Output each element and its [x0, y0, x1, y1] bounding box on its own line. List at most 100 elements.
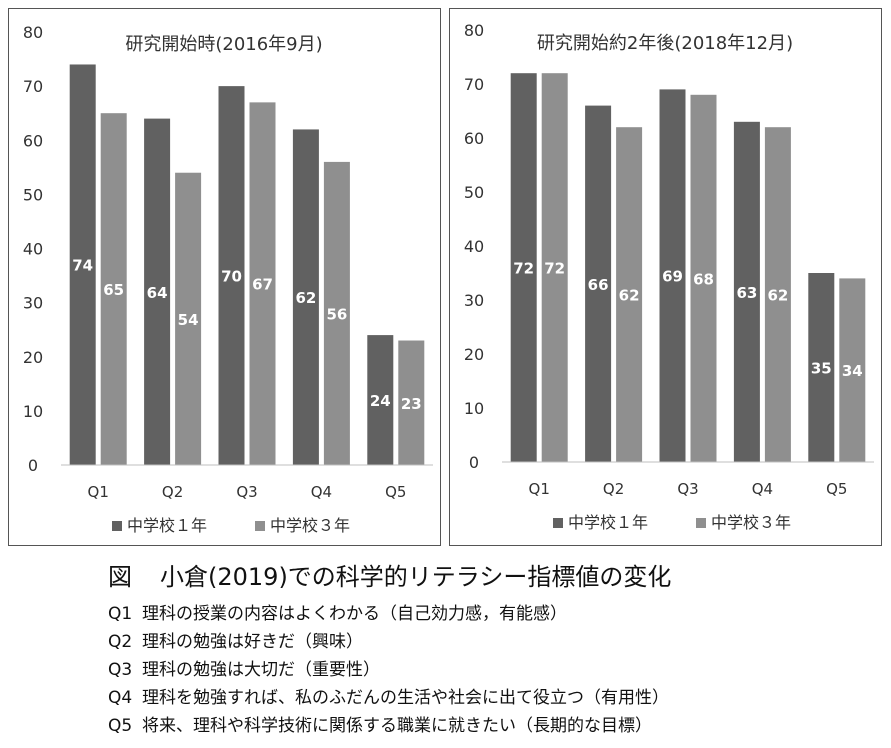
x-tick-label: Q2: [603, 480, 624, 498]
data-label: 66: [588, 276, 609, 294]
data-label: 68: [693, 270, 714, 288]
chart-title: 研究開始時(2016年9月): [125, 34, 322, 55]
bar: [733, 121, 760, 463]
y-tick-label: 40: [23, 240, 43, 259]
data-label: 63: [736, 284, 757, 302]
bar: [808, 273, 835, 462]
chart-panel-2016: 0 10 20 30 40 50 60 70 80 研究開始時(2016年9月) 74 65 Q1 64 5…: [8, 8, 441, 546]
bar: [764, 127, 791, 462]
data-label: 62: [619, 287, 640, 305]
question-id: Q2: [108, 632, 133, 652]
bar: [839, 278, 866, 462]
data-label: 56: [326, 305, 347, 323]
x-tick-label: Q3: [677, 480, 698, 498]
x-tick-label: Q5: [826, 480, 847, 498]
y-tick-label: 60: [464, 129, 484, 148]
bar: [100, 113, 127, 465]
data-label: 69: [662, 268, 683, 286]
bar: [175, 172, 202, 465]
bar: [323, 161, 350, 465]
question-item: Q5 将来、理科や科学技術に関係する職業に就きたい（長期的な目標）: [108, 712, 878, 740]
chart-panel-2018: 0 10 20 30 40 50 60 70 80 研究開始約2年後(2018年12月) 72 72 Q…: [449, 8, 882, 546]
y-tick-label: 80: [464, 21, 484, 40]
bar: [398, 340, 425, 465]
x-tick-label: Q1: [529, 480, 550, 498]
bar-chart-2016: 0 10 20 30 40 50 60 70 80 研究開始時(2016年9月) 74 65 Q1 64 5…: [23, 23, 433, 535]
y-tick-label: 70: [23, 77, 43, 96]
data-label: 67: [252, 276, 273, 294]
bar: [541, 73, 568, 462]
x-tick-label: Q1: [88, 483, 109, 501]
data-label: 23: [401, 395, 422, 413]
y-tick-label: 50: [464, 183, 484, 202]
y-tick-label: 10: [464, 399, 484, 418]
x-tick-label: Q5: [385, 483, 406, 501]
bar: [690, 94, 717, 463]
question-text: 理科の授業の内容はよくわかる（自己効力感，有能感）: [142, 604, 567, 624]
data-label: 74: [72, 257, 93, 275]
legend-label: 中学校１年: [568, 513, 648, 532]
question-item: Q4 理科を勉強すれば、私のふだんの生活や社会に出て役立つ（有用性）: [108, 684, 878, 712]
question-item: Q2 理科の勉強は好きだ（興味）: [108, 628, 878, 656]
y-tick-label: 60: [23, 131, 43, 150]
figure-title-text: 小倉(2019)での科学的リテラシー指標値の変化: [160, 563, 672, 591]
bar-chart-2018: 0 10 20 30 40 50 60 70 80 研究開始約2年後(2018年12月) 72 72 Q…: [464, 21, 874, 532]
data-label: 62: [767, 287, 788, 305]
legend-swatch: [255, 521, 265, 531]
question-text: 理科の勉強は好きだ（興味）: [142, 632, 363, 652]
legend-label: 中学校３年: [270, 516, 350, 535]
y-tick-label: 30: [464, 291, 484, 310]
bar: [585, 105, 612, 462]
data-label: 24: [370, 392, 391, 410]
data-label: 35: [811, 360, 832, 378]
question-item: Q1 理科の授業の内容はよくわかる（自己効力感，有能感）: [108, 600, 878, 628]
bar: [249, 102, 276, 466]
question-text: 理科を勉強すれば、私のふだんの生活や社会に出て役立つ（有用性）: [142, 688, 669, 708]
y-tick-label: 0: [28, 456, 38, 475]
bar: [144, 118, 171, 465]
y-tick-label: 30: [23, 294, 43, 313]
y-tick-label: 10: [23, 402, 43, 421]
bar: [69, 64, 96, 465]
data-label: 64: [147, 284, 168, 302]
legend-swatch: [112, 521, 122, 531]
data-label: 54: [178, 311, 199, 329]
y-tick-label: 80: [23, 23, 43, 42]
legend-label: 中学校３年: [711, 513, 791, 532]
figure-caption: 図小倉(2019)での科学的リテラシー指標値の変化 Q1 理科の授業の内容はよくわ…: [108, 560, 878, 740]
data-label: 70: [221, 268, 242, 286]
question-id: Q3: [108, 660, 133, 680]
data-label: 65: [103, 281, 124, 299]
legend-swatch: [553, 518, 563, 528]
x-tick-label: Q4: [752, 480, 773, 498]
bar: [292, 129, 319, 466]
x-tick-label: Q2: [162, 483, 183, 501]
y-tick-label: 20: [23, 348, 43, 367]
data-label: 72: [513, 260, 534, 278]
figure-title: 図小倉(2019)での科学的リテラシー指標値の変化: [108, 560, 878, 594]
data-label: 62: [295, 289, 316, 307]
y-tick-label: 20: [464, 345, 484, 364]
question-text: 将来、理科や科学技術に関係する職業に就きたい（長期的な目標）: [142, 716, 652, 736]
bar: [218, 86, 245, 465]
x-tick-label: Q3: [236, 483, 257, 501]
chart-title: 研究開始約2年後(2018年12月): [537, 33, 793, 54]
question-id: Q5: [108, 716, 133, 736]
question-list: Q1 理科の授業の内容はよくわかる（自己効力感，有能感） Q2 理科の勉強は好きだ（…: [108, 600, 878, 740]
question-text: 理科の勉強は大切だ（重要性）: [142, 660, 380, 680]
bar: [510, 73, 537, 462]
y-tick-label: 50: [23, 185, 43, 204]
data-label: 72: [544, 260, 565, 278]
y-tick-label: 70: [464, 75, 484, 94]
figure-label: 図: [108, 563, 132, 591]
question-item: Q3 理科の勉強は大切だ（重要性）: [108, 656, 878, 684]
bar: [659, 89, 686, 463]
bar: [367, 335, 394, 465]
legend-label: 中学校１年: [127, 516, 207, 535]
bar: [616, 127, 643, 462]
question-id: Q1: [108, 604, 133, 624]
y-tick-label: 40: [464, 237, 484, 256]
x-tick-label: Q4: [311, 483, 332, 501]
question-id: Q4: [108, 688, 133, 708]
legend-swatch: [696, 518, 706, 528]
